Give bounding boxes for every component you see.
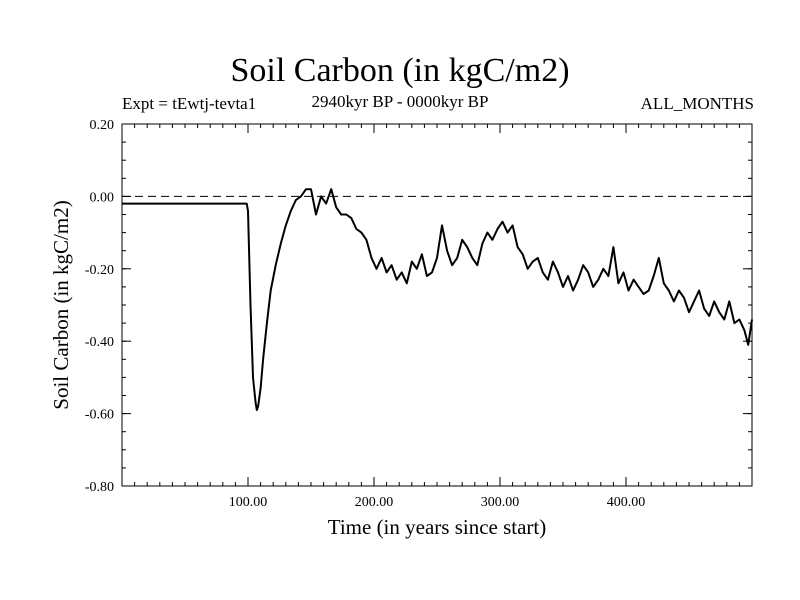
chart-title: Soil Carbon (in kgC/m2): [230, 52, 570, 89]
x-tick-label: 200.00: [355, 495, 394, 510]
x-axis-label: Time (in years since start): [328, 515, 547, 539]
series-line-0: [122, 188, 753, 411]
x-tick-label: 100.00: [229, 495, 268, 510]
period-label: 2940kyr BP - 0000kyr BP: [311, 92, 489, 111]
y-tick-label: 0.20: [90, 118, 115, 133]
y-tick-label: -0.40: [85, 335, 114, 350]
y-tick-label: -0.60: [85, 408, 114, 423]
x-tick-label: 300.00: [481, 495, 520, 510]
y-tick-label: -0.20: [85, 263, 114, 278]
experiment-label: Expt = tEwtj-tevta1: [122, 94, 257, 113]
x-tick-label: 400.00: [607, 495, 646, 510]
y-axis-label: Soil Carbon (in kgC/m2): [49, 200, 73, 409]
y-tick-label: -0.80: [85, 480, 114, 495]
months-label: ALL_MONTHS: [640, 94, 754, 113]
y-tick-label: 0.00: [90, 190, 115, 205]
plot-frame: [121, 123, 753, 487]
